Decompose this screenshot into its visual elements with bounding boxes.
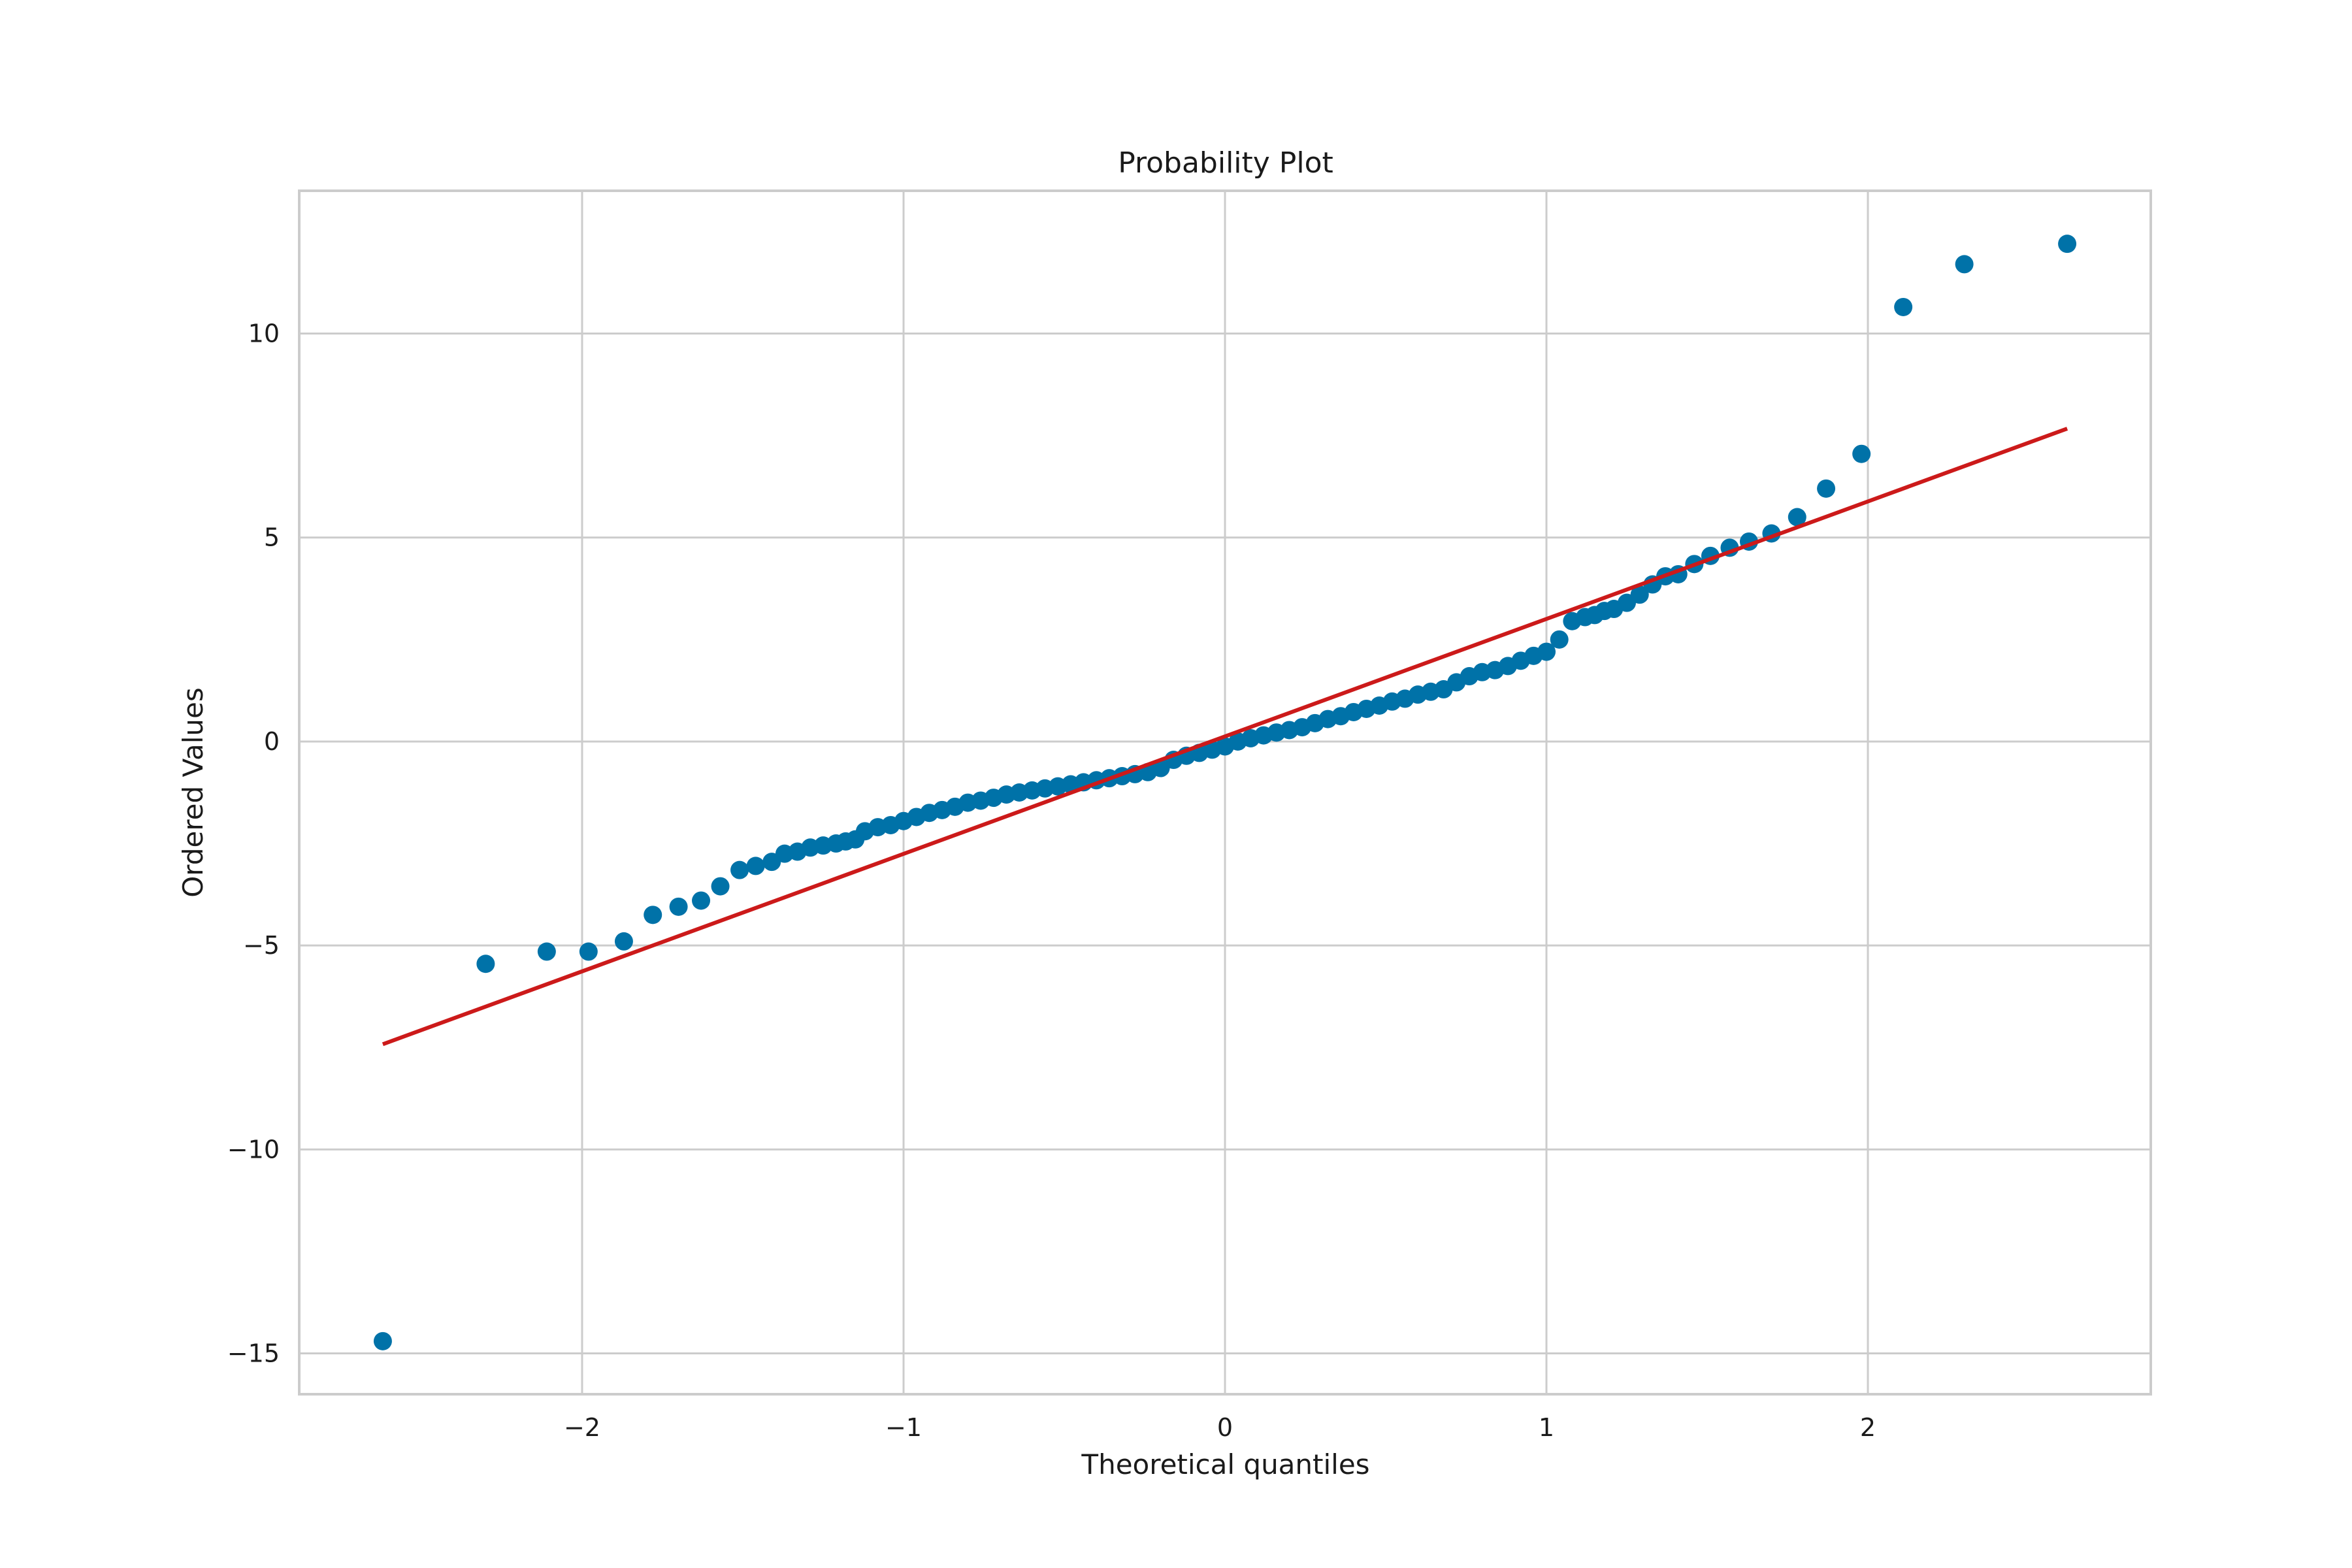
data-point [746, 857, 765, 875]
x-tick-label: 1 [1539, 1413, 1554, 1442]
plot-area-frame [298, 189, 2152, 1396]
y-tick-label: −10 [227, 1135, 280, 1164]
data-point [1550, 630, 1569, 649]
x-tick-label: 2 [1860, 1413, 1876, 1442]
x-tick-labels: −2 −1 0 1 2 [564, 1413, 1876, 1442]
data-point [537, 942, 556, 961]
data-point [711, 877, 730, 896]
data-point [1537, 642, 1556, 661]
y-tick-label: 10 [248, 319, 280, 348]
data-point [644, 906, 662, 924]
data-point [1955, 255, 1974, 274]
y-tick-label: −15 [227, 1339, 280, 1368]
y-tick-label: −5 [243, 931, 280, 960]
data-point [2058, 235, 2077, 253]
x-tick-label: −2 [564, 1413, 600, 1442]
data-point [1817, 479, 1836, 498]
y-tick-label: 5 [264, 523, 280, 552]
y-tick-label: 0 [264, 727, 280, 756]
data-point [373, 1331, 392, 1350]
data-point [730, 860, 749, 879]
x-tick-label: 0 [1217, 1413, 1233, 1442]
fit-line [382, 427, 2068, 1047]
data-point [1894, 297, 1913, 316]
data-points [373, 235, 2077, 1350]
data-point [476, 955, 495, 973]
data-point [1630, 585, 1649, 604]
data-point [614, 932, 633, 951]
data-point [1852, 444, 1871, 463]
x-tick-label: −1 [885, 1413, 922, 1442]
data-point [669, 897, 688, 916]
data-point [692, 891, 711, 910]
x-axis-label: Theoretical quantiles [1081, 1448, 1369, 1480]
data-point [579, 942, 598, 961]
y-tick-labels: −15 −10 −5 0 5 10 [227, 319, 280, 1368]
y-axis-label: Ordered Values [177, 687, 209, 898]
chart-title: Probability Plot [1118, 146, 1333, 180]
data-point [1788, 508, 1806, 527]
